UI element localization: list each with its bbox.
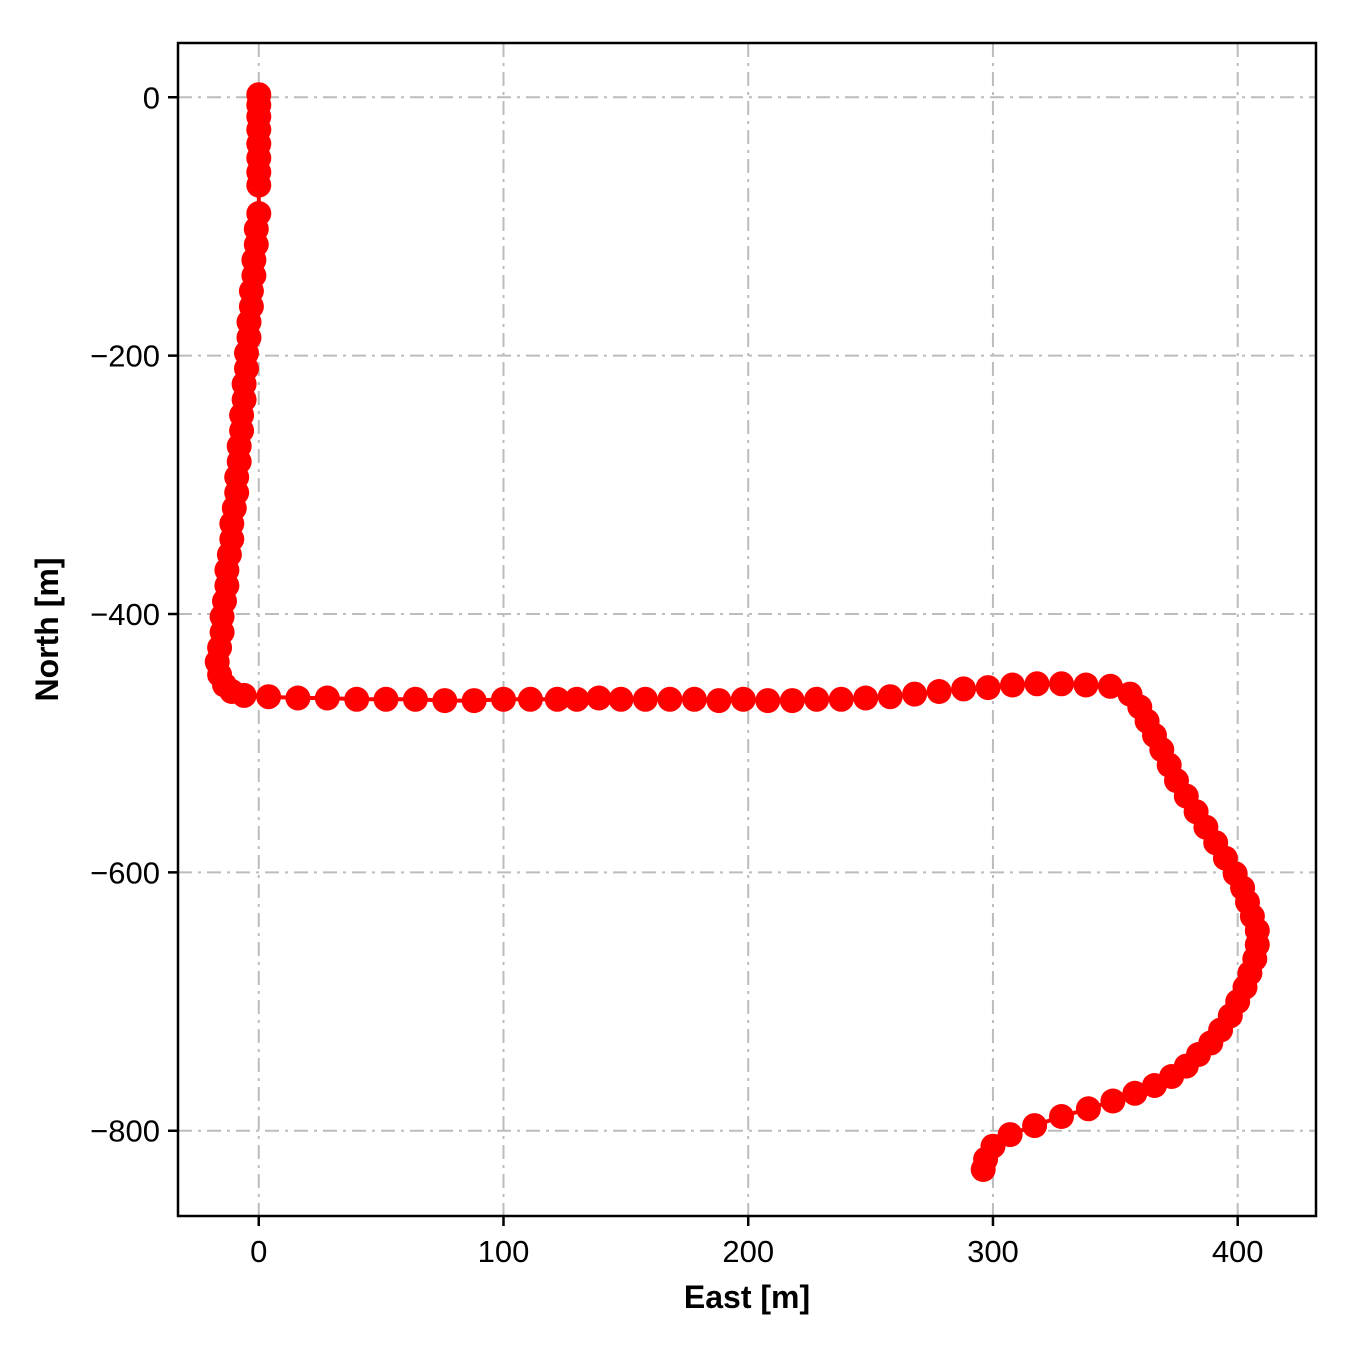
data-point [402, 686, 428, 712]
trajectory-line [215, 92, 1260, 1172]
data-point [314, 685, 340, 711]
data-point [755, 688, 781, 714]
data-point [231, 682, 257, 708]
data-point [902, 681, 928, 707]
y-tick-label: 0 [143, 80, 160, 115]
data-point [608, 686, 634, 712]
data-point [1100, 1088, 1126, 1114]
data-point [681, 686, 707, 712]
y-tick-label: −200 [90, 339, 160, 374]
x-tick-label: 100 [478, 1234, 530, 1269]
data-point [544, 686, 570, 712]
x-tick-label: 0 [250, 1234, 267, 1269]
y-axis-label: North [m] [29, 558, 65, 702]
data-point [779, 688, 805, 714]
data-point [1097, 673, 1123, 699]
plot-border [176, 41, 1318, 1218]
data-point [828, 686, 854, 712]
x-tick-label: 400 [1212, 1234, 1264, 1269]
data-point [951, 676, 977, 702]
data-point [586, 685, 612, 711]
data-point [706, 688, 732, 714]
data-point [1075, 1096, 1101, 1122]
data-point [804, 686, 830, 712]
y-tick-label: −400 [90, 597, 160, 632]
x-tick-label: 200 [722, 1234, 774, 1269]
data-point [373, 686, 399, 712]
data-point [1022, 1113, 1048, 1139]
data-point [853, 685, 879, 711]
data-point [970, 1157, 996, 1182]
y-tick-label: −800 [90, 1114, 160, 1149]
data-point [564, 686, 590, 712]
data-point [1000, 672, 1025, 698]
data-point [1073, 672, 1099, 698]
data-point [461, 688, 487, 714]
data-point [491, 686, 516, 712]
data-point [657, 686, 683, 712]
data-point [432, 688, 458, 714]
data-point [975, 675, 1001, 701]
data-point [1049, 671, 1074, 697]
x-axis-label: East [m] [684, 1279, 810, 1315]
data-point [1122, 1080, 1148, 1106]
data-point [344, 686, 370, 712]
data-point [256, 684, 282, 710]
data-point [1024, 671, 1050, 697]
data-point [730, 686, 756, 712]
data-point [517, 686, 543, 712]
data-point [632, 686, 658, 712]
data-point [285, 685, 311, 711]
x-tick-label: 300 [967, 1234, 1019, 1269]
y-tick-label: −600 [90, 855, 160, 890]
data-point [926, 679, 952, 704]
data-point [877, 684, 903, 710]
data-point [246, 172, 272, 198]
data-point [1142, 1073, 1167, 1098]
data-point [1049, 1104, 1074, 1129]
